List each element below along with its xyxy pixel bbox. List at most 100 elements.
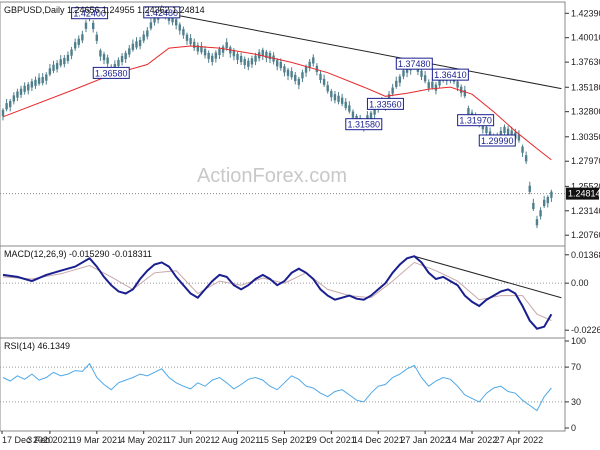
price-candle-body <box>398 76 402 83</box>
price-candle-body <box>290 71 293 78</box>
price-candle-body <box>203 49 207 56</box>
price-candle-body <box>41 76 44 84</box>
price-candle-body <box>142 34 145 41</box>
price-candle-body <box>344 101 347 108</box>
price-candle-body <box>340 97 344 104</box>
price-candle-body <box>524 155 528 162</box>
price-candle-body <box>351 111 355 118</box>
x-axis-tick-label: 14 Mar 2022 <box>447 435 498 445</box>
price-candle-body <box>214 52 218 59</box>
price-candle-body <box>34 79 37 86</box>
price-candle-body <box>189 38 192 45</box>
price-candle-body <box>102 54 106 61</box>
macd-panel-frame <box>0 245 566 339</box>
price-candle-body <box>395 80 398 87</box>
price-candle-body <box>239 56 243 63</box>
price-candle-body <box>171 16 174 23</box>
annotation-box <box>71 7 109 20</box>
price-candle-body <box>250 58 254 65</box>
price-candle-body <box>1 109 5 117</box>
price-candle-body <box>149 22 153 29</box>
price-candle-body <box>485 126 488 134</box>
macd-trendline <box>414 255 562 299</box>
annotation-box <box>92 66 130 79</box>
price-axis-tick-label: 1.32800 <box>571 107 600 117</box>
price-candle-body <box>193 41 196 48</box>
x-axis-tick-label: 27 Jan 2022 <box>400 435 450 445</box>
annotation-label: 1.37480 <box>398 59 431 69</box>
price-candle-body <box>337 95 340 102</box>
price-candle-body <box>77 38 80 45</box>
price-candle-body <box>333 94 337 101</box>
x-axis-tick-label: 17 Jun 2021 <box>166 435 216 445</box>
watermark: ActionForex.com <box>197 165 347 187</box>
price-candle-body <box>200 46 203 53</box>
price-candle-body <box>459 86 463 93</box>
price-candle-body <box>546 196 549 204</box>
macd-line <box>2 255 553 330</box>
price-candle-body <box>542 199 546 207</box>
price-candle-body <box>467 108 470 115</box>
rsi-axis-tick-label: 70 <box>571 362 581 372</box>
macd-signal-line <box>2 261 552 321</box>
annotation-box <box>478 134 516 147</box>
price-candle-body <box>243 58 246 66</box>
price-candle-body <box>221 46 225 53</box>
annotation-box <box>457 114 495 127</box>
price-candle-body <box>218 48 221 56</box>
price-candle-body <box>431 81 434 88</box>
annotation-label: 1.31580 <box>348 120 381 130</box>
price-candle-body <box>517 134 521 141</box>
price-axis-tick-label: 1.23140 <box>571 206 600 216</box>
price-annotation: 1.37480 <box>395 57 433 70</box>
price-candle-body <box>268 52 272 60</box>
price-header: GBPUSD,Daily 1.24656 1.24955 1.24362 1.2… <box>4 5 205 15</box>
price-candle-body <box>138 39 142 47</box>
price-candle-body <box>405 66 409 73</box>
price-candle-body <box>48 68 52 75</box>
price-candle-body <box>178 24 181 31</box>
price-candle-body <box>30 81 34 88</box>
macd-header: MACD(12,26,9) -0.015290 -0.018311 <box>4 249 152 259</box>
x-axis-tick-label: 29 Oct 2021 <box>307 435 356 445</box>
price-candle-body <box>402 70 405 77</box>
price-candle-body <box>348 105 351 112</box>
price-candle-body <box>131 43 135 50</box>
annotation-label: 1.36580 <box>95 68 128 78</box>
price-candle-body <box>387 94 391 101</box>
price-annotation: 1.31580 <box>345 118 383 131</box>
price-candle-body <box>84 22 88 29</box>
price-axis-tick-label: 1.37630 <box>571 57 600 67</box>
annotation-label: 1.29990 <box>481 136 514 146</box>
price-annotation: 1.42480 <box>143 6 181 19</box>
price-candle-body <box>456 81 459 88</box>
annotation-label: 1.33560 <box>369 99 402 109</box>
price-candle-body <box>19 88 23 95</box>
annotation-box <box>431 68 469 81</box>
price-axis-tick-label: 1.42390 <box>571 8 600 18</box>
price-candle-body <box>254 55 257 62</box>
price-candle-body <box>70 49 73 56</box>
price-candle-body <box>506 128 510 135</box>
price-candle-body <box>12 95 16 102</box>
price-candle-body <box>420 70 423 77</box>
price-candle-body <box>146 30 149 37</box>
price-candle-body <box>27 84 30 91</box>
price-candle-body <box>286 69 290 76</box>
price-candle-body <box>427 82 430 89</box>
price-annotation: 1.36580 <box>92 66 130 79</box>
price-candle-body <box>37 77 41 84</box>
price-candle-body <box>174 19 178 26</box>
price-candle-body <box>297 78 301 86</box>
annotation-label: 1.36410 <box>434 70 467 80</box>
macd-axis-tick-label: -0.022698 <box>571 325 600 335</box>
price-annotation: 1.33560 <box>366 97 404 110</box>
price-candle-body <box>535 219 539 226</box>
price-candle-body <box>207 52 210 60</box>
price-candle-body <box>308 61 311 68</box>
price-candle-body <box>463 90 467 97</box>
price-annotation: 1.42400 <box>71 7 109 20</box>
price-candle-body <box>304 66 308 73</box>
